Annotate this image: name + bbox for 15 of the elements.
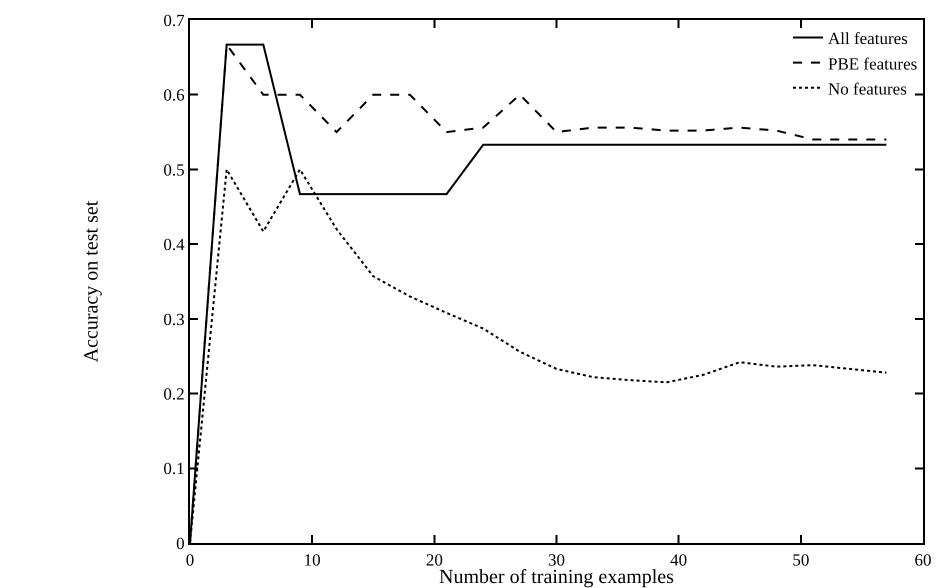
- y-axis-title: Accuracy on test set: [80, 200, 102, 362]
- y-tick-label: 0.1: [163, 459, 185, 478]
- legend-label: All features: [828, 29, 908, 48]
- x-tick-label: 60: [914, 550, 932, 570]
- y-tick-label: 0.5: [163, 160, 185, 180]
- y-tick-label: 0.3: [163, 310, 185, 329]
- y-tick-label: 0.2: [163, 384, 185, 404]
- legend-label: No features: [828, 79, 907, 98]
- legend-label: PBE features: [828, 54, 918, 74]
- x-tick-label: 50: [792, 550, 810, 570]
- y-tick-label: 0.7: [163, 10, 186, 30]
- y-tick-label: 0.4: [163, 235, 186, 254]
- y-tick-label: 0.6: [163, 86, 185, 105]
- x-tick-label: 10: [304, 550, 321, 570]
- y-tick-label: 0: [176, 534, 185, 553]
